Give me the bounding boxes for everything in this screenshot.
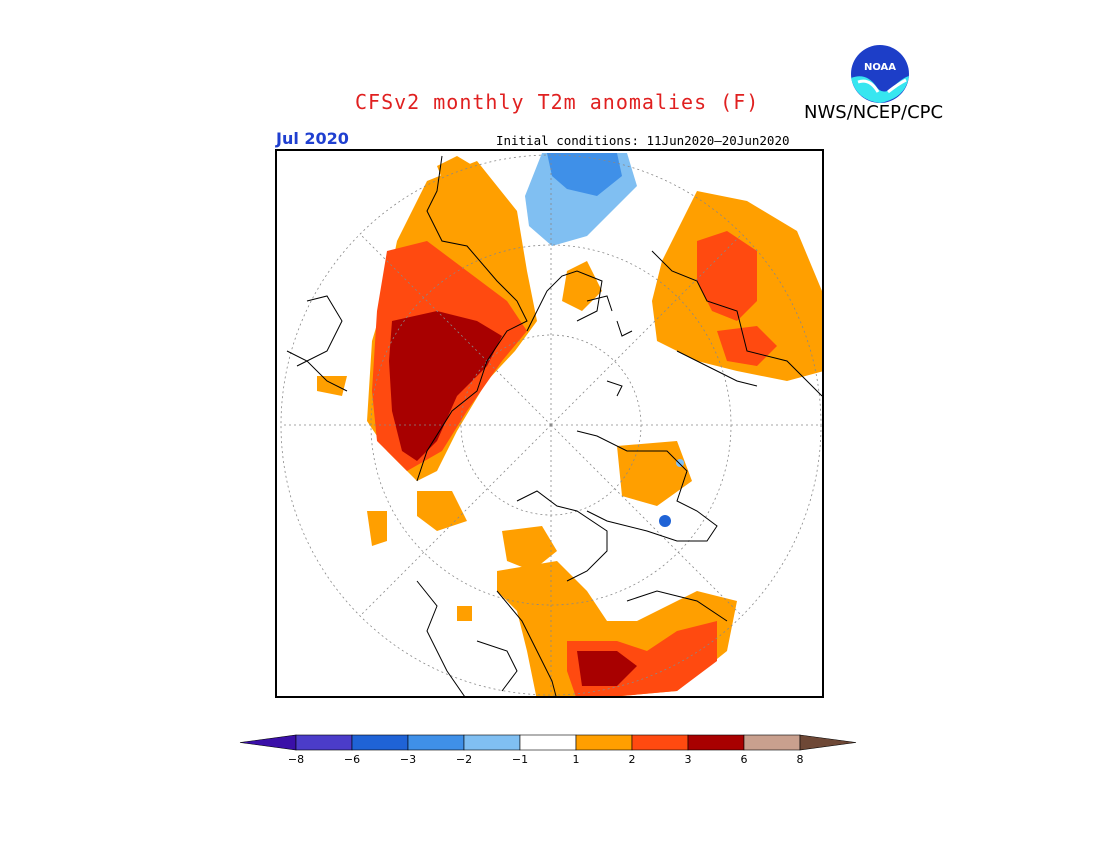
colorbar-swatches bbox=[239, 734, 857, 751]
colorbar-tick-label: 2 bbox=[628, 753, 636, 766]
anomaly-pos1-west-dot bbox=[367, 511, 387, 546]
anomaly-pos1-alaska-mid bbox=[417, 491, 467, 531]
colorbar-swatch bbox=[519, 734, 577, 751]
anomaly-pos1-nw-dot bbox=[457, 606, 472, 621]
colorbar-tick-label: −3 bbox=[399, 753, 417, 766]
coastlines bbox=[286, 155, 822, 696]
colorbar-swatch bbox=[687, 734, 745, 751]
colorbar-tick-label: 1 bbox=[572, 753, 580, 766]
colorbar-tick-label: 8 bbox=[796, 753, 804, 766]
colorbar-swatch bbox=[295, 734, 353, 751]
anomaly-pos1-ne-dot bbox=[317, 376, 347, 396]
polar-map bbox=[275, 149, 824, 698]
colorbar-swatch bbox=[743, 734, 801, 751]
map-title: CFSv2 monthly T2m anomalies (F) bbox=[355, 90, 760, 114]
anomaly-pos1-greenland-n bbox=[437, 156, 482, 191]
anomaly-pos3-canada bbox=[389, 311, 502, 461]
forecast-month: Jul 2020 bbox=[276, 129, 349, 148]
anomaly-neg1-siberia-dot bbox=[676, 459, 684, 467]
colorbar-swatch bbox=[407, 734, 465, 751]
anomaly-shading bbox=[317, 153, 822, 696]
anomaly-pos3-bottom bbox=[577, 651, 637, 686]
initial-conditions: Initial conditions: 11Jun2020–20Jun2020 bbox=[496, 133, 790, 148]
colorbar-arrow-low bbox=[239, 734, 297, 751]
colorbar-tick-label: −2 bbox=[455, 753, 473, 766]
anomaly-pos2-top-right-b bbox=[717, 326, 777, 366]
colorbar-swatch bbox=[463, 734, 521, 751]
anomaly-neg2-arctic bbox=[547, 153, 622, 196]
logo-text: NOAA bbox=[864, 62, 896, 73]
agency-label: NWS/NCEP/CPC bbox=[804, 102, 944, 123]
graticule bbox=[280, 154, 822, 696]
colorbar-tick-label: 3 bbox=[684, 753, 692, 766]
noaa-logo-icon: NOAA bbox=[849, 43, 911, 105]
colorbar-tick-label: −1 bbox=[511, 753, 529, 766]
polar-map-canvas bbox=[280, 153, 822, 696]
anomaly-pos1-alaska-west bbox=[502, 526, 557, 571]
colorbar bbox=[239, 734, 857, 751]
colorbar-tick-label: −6 bbox=[343, 753, 361, 766]
colorbar-swatch bbox=[351, 734, 409, 751]
colorbar-arrow-high bbox=[799, 734, 857, 751]
colorbar-tick-label: −8 bbox=[287, 753, 305, 766]
colorbar-tick-label: 6 bbox=[740, 753, 748, 766]
anomaly-pos1-europe-small bbox=[562, 261, 602, 311]
anomaly-pos2-top-right bbox=[697, 231, 757, 321]
anomaly-neg3-siberia-dot bbox=[659, 515, 671, 527]
colorbar-swatch bbox=[631, 734, 689, 751]
colorbar-swatch bbox=[575, 734, 633, 751]
